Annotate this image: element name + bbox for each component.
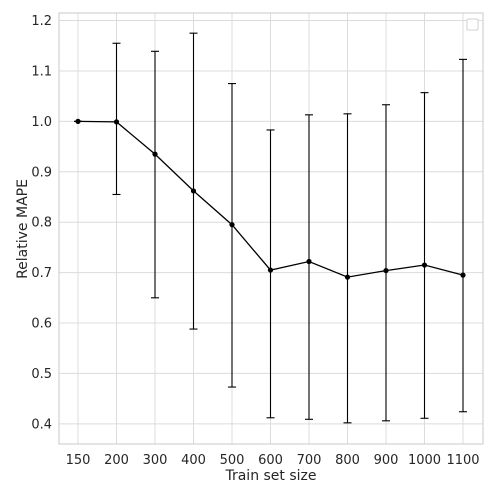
data-point xyxy=(460,272,466,278)
y-tick-label: 0.7 xyxy=(31,266,52,281)
y-tick-label: 1.2 xyxy=(31,14,52,29)
data-point xyxy=(383,267,389,274)
x-tick-label: 150 xyxy=(66,453,91,468)
y-tick-label: 1.0 xyxy=(31,115,52,130)
x-tick-label: 1000 xyxy=(408,453,441,468)
x-tick-label: 500 xyxy=(220,453,245,468)
y-tick-labels: 0.4 0.5 0.6 0.7 0.8 0.9 1.0 1.1 1.2 xyxy=(31,14,52,432)
data-points xyxy=(75,118,466,280)
data-point xyxy=(306,258,312,265)
data-point xyxy=(190,188,197,194)
plot-frame xyxy=(58,12,484,445)
x-tick-label: 1100 xyxy=(446,453,479,468)
y-axis-label: Relative MAPE xyxy=(15,179,31,279)
x-tick-labels: 150 200 300 400 500 600 700 800 900 1000 1100 xyxy=(66,453,480,468)
data-point xyxy=(229,222,235,228)
legend-box xyxy=(466,18,479,31)
x-tick-label: 300 xyxy=(143,453,168,468)
data-point xyxy=(421,262,428,268)
data-point xyxy=(344,274,351,280)
y-tick-label: 0.5 xyxy=(31,367,52,382)
y-tick-label: 0.4 xyxy=(31,417,52,432)
data-point xyxy=(75,118,81,124)
data-point xyxy=(267,267,274,273)
y-tick-label: 0.9 xyxy=(31,165,52,180)
x-tick-label: 700 xyxy=(297,453,322,468)
y-tick-label: 0.6 xyxy=(31,317,52,332)
x-tick-label: 400 xyxy=(181,453,206,468)
x-axis-label: Train set size xyxy=(224,468,316,484)
x-tick-label: 600 xyxy=(258,453,283,468)
y-tick-label: 1.1 xyxy=(31,64,52,79)
x-tick-label: 200 xyxy=(104,453,129,468)
x-tick-label: 800 xyxy=(335,453,360,468)
data-point xyxy=(113,119,120,125)
data-point xyxy=(152,151,158,157)
x-tick-label: 900 xyxy=(374,453,399,468)
y-tick-label: 0.8 xyxy=(31,216,52,231)
